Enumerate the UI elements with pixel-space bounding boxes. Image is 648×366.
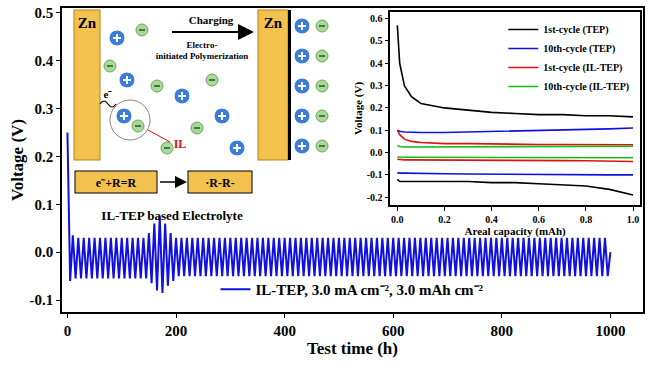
svg-text:0.0: 0.0: [35, 244, 54, 260]
svg-text:e⁻: e⁻: [104, 88, 113, 100]
svg-text:200: 200: [165, 323, 188, 339]
svg-text:IL-TEP, 3.0 mA cm⁻², 3.0 mAh c: IL-TEP, 3.0 mA cm⁻², 3.0 mAh cm⁻²: [256, 282, 484, 298]
svg-text:0.5: 0.5: [370, 35, 383, 46]
svg-text:IL-TEP based Electrolyte: IL-TEP based Electrolyte: [101, 208, 243, 223]
svg-text:Test time (h): Test time (h): [307, 339, 398, 358]
svg-text:1st-cycle (IL-TEP): 1st-cycle (IL-TEP): [543, 62, 622, 74]
svg-text:0.1: 0.1: [370, 125, 383, 136]
svg-text:1st-cycle (TEP): 1st-cycle (TEP): [543, 24, 608, 36]
svg-text:10th-cycle (IL-TEP): 10th-cycle (IL-TEP): [543, 81, 629, 93]
svg-text:1000: 1000: [595, 323, 625, 339]
svg-text:Charging: Charging: [189, 14, 234, 26]
svg-text:0.2: 0.2: [438, 214, 451, 225]
svg-text:Zn: Zn: [264, 15, 283, 31]
svg-text:·R-R-: ·R-R-: [205, 176, 234, 190]
svg-text:10th-cycle (TEP): 10th-cycle (TEP): [543, 43, 615, 55]
svg-text:0.5: 0.5: [35, 5, 54, 21]
svg-text:1.0: 1.0: [627, 214, 640, 225]
svg-text:0.2: 0.2: [35, 149, 54, 165]
svg-text:0.3: 0.3: [35, 101, 54, 117]
svg-text:0.1: 0.1: [35, 197, 54, 213]
svg-text:Areal capacity (mAh): Areal capacity (mAh): [465, 225, 567, 238]
svg-text:initiated Polymerization: initiated Polymerization: [156, 51, 249, 61]
svg-text:0.0: 0.0: [370, 147, 383, 158]
svg-text:0.6: 0.6: [370, 13, 383, 24]
svg-text:Zn: Zn: [78, 15, 97, 31]
svg-text:0.0: 0.0: [391, 214, 404, 225]
svg-text:-0.2: -0.2: [367, 192, 383, 203]
svg-text:0.6: 0.6: [532, 214, 545, 225]
svg-text:0.8: 0.8: [580, 214, 593, 225]
svg-text:-0.1: -0.1: [367, 169, 383, 180]
svg-text:800: 800: [491, 323, 514, 339]
svg-text:0.4: 0.4: [35, 53, 54, 69]
svg-text:Voltage (V): Voltage (V): [8, 119, 27, 201]
svg-text:0.4: 0.4: [485, 214, 498, 225]
svg-text:0: 0: [64, 323, 72, 339]
svg-text:400: 400: [273, 323, 296, 339]
svg-text:e⁻+R=R: e⁻+R=R: [96, 176, 137, 190]
svg-text:Electro-: Electro-: [187, 40, 218, 50]
svg-text:0.3: 0.3: [370, 80, 383, 91]
svg-text:Voltage (V): Voltage (V): [352, 82, 365, 135]
svg-text:0.2: 0.2: [370, 102, 383, 113]
svg-text:IL: IL: [174, 137, 187, 151]
svg-text:-0.1: -0.1: [30, 292, 54, 308]
svg-text:0.4: 0.4: [370, 58, 383, 69]
svg-text:600: 600: [382, 323, 405, 339]
